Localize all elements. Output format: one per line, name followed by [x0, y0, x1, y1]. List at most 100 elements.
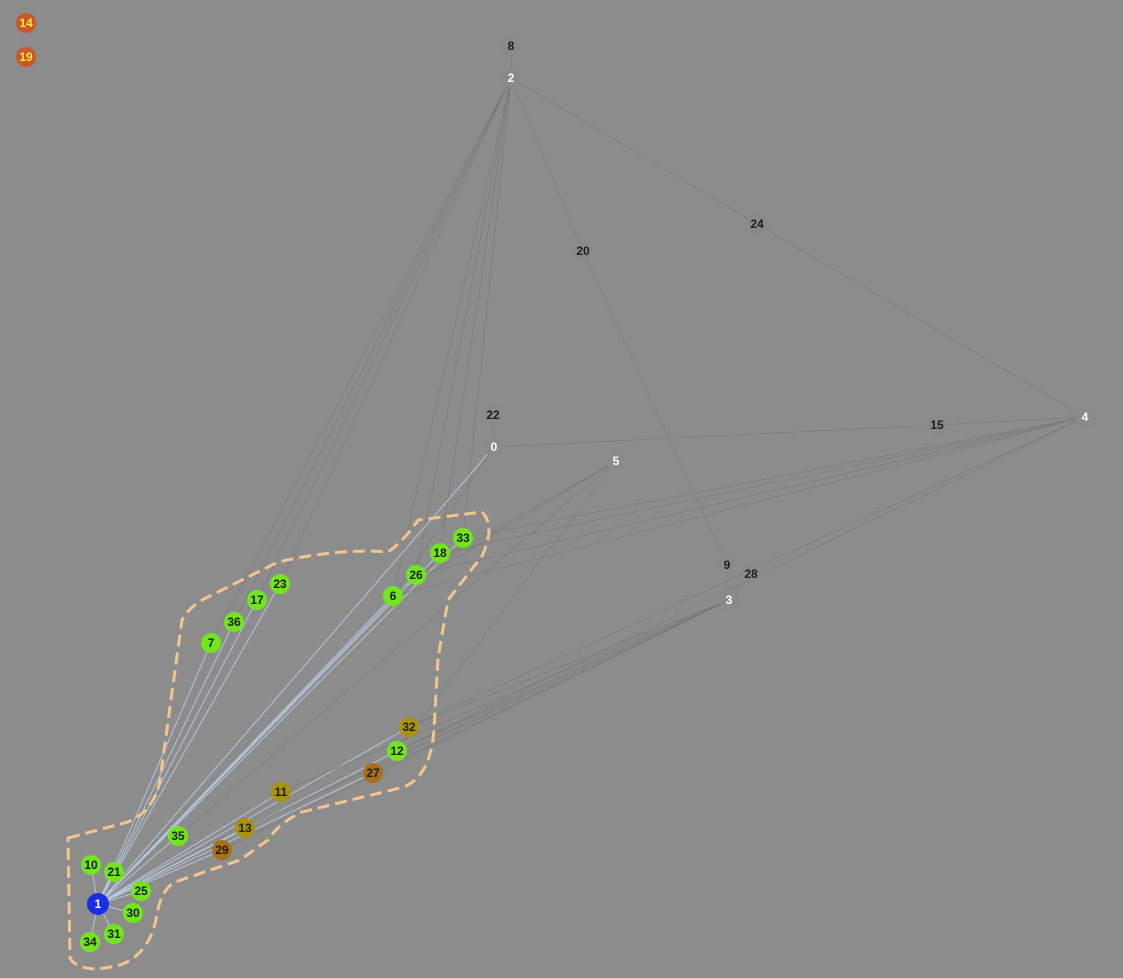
node-19[interactable]: 19 — [16, 47, 36, 67]
node-25[interactable]: 25 — [131, 881, 151, 901]
node-7[interactable]: 7 — [201, 633, 221, 653]
node-label-22: 22 — [486, 408, 500, 422]
node-circle-1[interactable] — [87, 893, 109, 915]
node-5[interactable]: 5 — [606, 451, 626, 471]
node-circle-11[interactable] — [271, 782, 291, 802]
edge-2-7 — [210, 77, 512, 644]
edge-3-11 — [280, 599, 730, 793]
node-circle-7[interactable] — [201, 633, 221, 653]
node-29[interactable]: 29 — [212, 840, 232, 860]
node-circle-9[interactable] — [717, 555, 737, 575]
node-label-6: 6 — [390, 589, 397, 603]
node-3[interactable]: 3 — [719, 590, 739, 610]
node-36[interactable]: 36 — [224, 612, 244, 632]
edge-2-24 — [510, 77, 758, 225]
node-0[interactable]: 0 — [484, 437, 504, 457]
node-label-12: 12 — [390, 744, 404, 758]
node-circle-29[interactable] — [212, 840, 232, 860]
edge-4-6 — [392, 416, 1086, 597]
node-10[interactable]: 10 — [81, 855, 101, 875]
node-8[interactable]: 8 — [501, 36, 521, 56]
node-20[interactable]: 20 — [573, 241, 593, 261]
node-circle-17[interactable] — [247, 590, 267, 610]
node-circle-18[interactable] — [430, 543, 450, 563]
node-23[interactable]: 23 — [270, 574, 290, 594]
node-circle-30[interactable] — [123, 903, 143, 923]
node-label-32: 32 — [402, 720, 416, 734]
node-label-25: 25 — [134, 884, 148, 898]
edge-1-18 — [97, 552, 441, 905]
node-21[interactable]: 21 — [104, 862, 124, 882]
node-12[interactable]: 12 — [387, 741, 407, 761]
node-circle-13[interactable] — [235, 818, 255, 838]
node-circle-24[interactable] — [747, 214, 767, 234]
node-27[interactable]: 27 — [363, 763, 383, 783]
node-label-13: 13 — [238, 821, 252, 835]
node-circle-25[interactable] — [131, 881, 151, 901]
node-circle-31[interactable] — [104, 924, 124, 944]
node-9[interactable]: 9 — [717, 555, 737, 575]
edge-2-26 — [415, 77, 512, 576]
node-32[interactable]: 32 — [399, 717, 419, 737]
node-2[interactable]: 2 — [501, 68, 521, 88]
node-circle-21[interactable] — [104, 862, 124, 882]
edge-1-7 — [97, 642, 212, 905]
node-label-21: 21 — [107, 865, 121, 879]
node-34[interactable]: 34 — [80, 932, 100, 952]
node-circle-6[interactable] — [383, 586, 403, 606]
node-circle-23[interactable] — [270, 574, 290, 594]
node-circle-15[interactable] — [927, 415, 947, 435]
edge-4-33 — [462, 416, 1086, 539]
edge-5-35 — [177, 460, 617, 837]
node-label-19: 19 — [19, 50, 33, 64]
node-circle-22[interactable] — [483, 405, 503, 425]
node-circle-2[interactable] — [501, 68, 521, 88]
node-circle-8[interactable] — [501, 36, 521, 56]
node-18[interactable]: 18 — [430, 543, 450, 563]
node-circle-0[interactable] — [484, 437, 504, 457]
node-15[interactable]: 15 — [927, 415, 947, 435]
node-6[interactable]: 6 — [383, 586, 403, 606]
node-26[interactable]: 26 — [406, 565, 426, 585]
edge-1-36 — [97, 621, 235, 905]
node-circle-26[interactable] — [406, 565, 426, 585]
node-circle-33[interactable] — [453, 528, 473, 548]
node-circle-27[interactable] — [363, 763, 383, 783]
node-13[interactable]: 13 — [235, 818, 255, 838]
node-circle-10[interactable] — [81, 855, 101, 875]
node-circle-28[interactable] — [741, 564, 761, 584]
node-label-2: 2 — [508, 71, 515, 85]
node-circle-32[interactable] — [399, 717, 419, 737]
node-circle-5[interactable] — [606, 451, 626, 471]
node-circle-20[interactable] — [573, 241, 593, 261]
node-circle-36[interactable] — [224, 612, 244, 632]
node-33[interactable]: 33 — [453, 528, 473, 548]
node-circle-4[interactable] — [1075, 407, 1095, 427]
node-label-5: 5 — [613, 454, 620, 468]
node-circle-19[interactable] — [16, 47, 36, 67]
node-24[interactable]: 24 — [747, 214, 767, 234]
node-35[interactable]: 35 — [168, 826, 188, 846]
node-circle-35[interactable] — [168, 826, 188, 846]
node-22[interactable]: 22 — [483, 405, 503, 425]
node-circle-34[interactable] — [80, 932, 100, 952]
node-circle-14[interactable] — [16, 13, 36, 33]
node-31[interactable]: 31 — [104, 924, 124, 944]
node-circle-12[interactable] — [387, 741, 407, 761]
edge-20-9 — [582, 250, 728, 566]
node-1[interactable]: 1 — [87, 893, 109, 915]
edge-2-23 — [279, 77, 512, 585]
node-14[interactable]: 14 — [16, 13, 36, 33]
node-4[interactable]: 4 — [1075, 407, 1095, 427]
node-17[interactable]: 17 — [247, 590, 267, 610]
node-30[interactable]: 30 — [123, 903, 143, 923]
node-circle-3[interactable] — [719, 590, 739, 610]
node-28[interactable]: 28 — [741, 564, 761, 584]
node-label-36: 36 — [227, 615, 241, 629]
edge-3-32 — [408, 599, 730, 728]
node-11[interactable]: 11 — [271, 782, 291, 802]
edge-15-4 — [936, 416, 1086, 426]
node-label-20: 20 — [576, 244, 590, 258]
